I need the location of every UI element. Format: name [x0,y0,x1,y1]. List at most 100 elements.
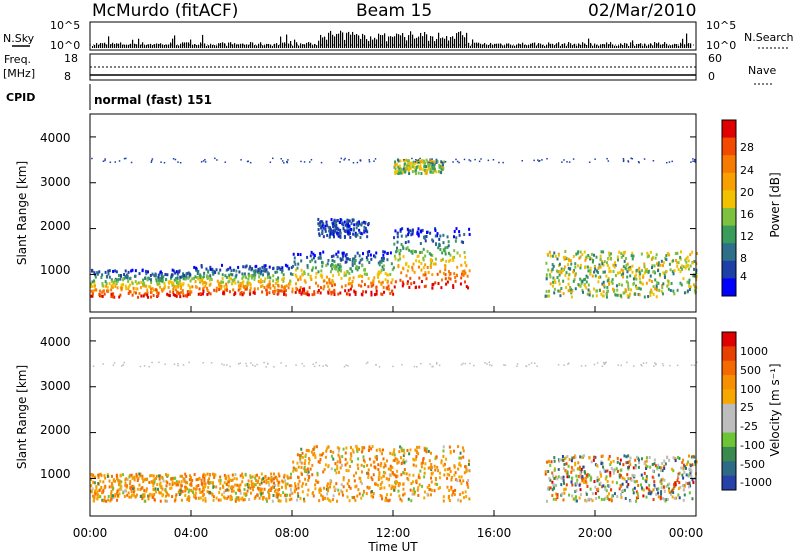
scatter-point [588,255,591,259]
scatter-point [118,492,121,496]
scatter-point [171,495,174,499]
scatter-point [269,161,272,163]
vel-cb-tick-100: 100 [740,383,761,396]
noise-bar [548,42,550,48]
scatter-point [439,471,442,475]
scatter-point [242,265,245,269]
scatter-point [590,257,593,261]
scatter-point [238,488,241,492]
scatter-point [662,261,665,265]
scatter-point [402,448,405,452]
scatter-point [418,445,421,449]
noise-bar [318,40,320,48]
scatter-point [600,292,603,296]
scatter-point [657,473,660,477]
noise-bar [348,31,350,48]
scatter-point [362,290,365,294]
scatter-point [401,245,404,249]
scatter-point [280,270,283,274]
scatter-point [653,483,656,487]
scatter-point [127,491,130,495]
scatter-point [345,273,348,277]
scatter-point [348,464,351,468]
scatter-point [689,253,692,257]
scatter-point [202,160,205,162]
scatter-point [251,364,254,367]
scatter-point [498,161,500,164]
scatter-point [243,498,246,502]
scatter-point [444,468,447,472]
scatter-point [584,498,587,502]
scatter-point [400,449,403,453]
scatter-point [655,295,658,299]
scatter-point [374,465,377,469]
scatter-point [187,293,190,297]
scatter-point [187,283,190,287]
scatter-point [277,472,280,476]
scatter-point [375,292,378,296]
scatter-point [397,172,400,176]
scatter-point [607,278,610,282]
scatter-point [177,362,179,365]
scatter-point [360,482,363,486]
scatter-point [116,279,119,283]
scatter-point [669,492,672,496]
scatter-point [130,473,133,477]
scatter-point [359,236,362,240]
scatter-point [627,454,630,458]
scatter-point [258,496,261,500]
scatter-point [270,487,273,491]
scatter-point [643,158,646,160]
scatter-point [662,485,665,489]
scatter-point [415,172,418,176]
scatter-point [255,264,258,268]
scatter-point [574,455,577,459]
noise-bar [454,38,456,48]
scatter-point [221,263,224,267]
scatter-point [301,490,304,494]
scatter-point [595,496,598,500]
scatter-point [286,474,289,478]
scatter-point [423,467,426,471]
scatter-point [680,264,683,268]
scatter-point [646,267,649,271]
scatter-point [150,474,153,478]
scatter-point [333,485,336,489]
scatter-point [416,488,419,492]
scatter-point [577,467,580,471]
scatter-point [588,293,591,297]
scatter-point [467,462,470,466]
scatter-point [665,269,668,273]
scatter-point [208,481,211,485]
scatter-point [379,486,382,490]
noise-bar [404,37,406,48]
colorbar-swatch [722,446,736,462]
scatter-point [600,474,603,478]
scatter-point [594,274,597,278]
scatter-point [307,293,310,297]
scatter-point [308,475,311,479]
scatter-point [380,260,383,264]
noise-bar [662,44,664,48]
scatter-point [282,273,285,277]
scatter-point [301,484,304,488]
scatter-point [563,257,566,261]
scatter-point [249,474,252,478]
scatter-point [231,478,234,482]
scatter-point [689,285,692,289]
scatter-point [649,290,652,294]
scatter-point [91,284,94,288]
scatter-point [371,478,374,482]
scatter-point [463,158,466,161]
scatter-point [417,227,420,231]
scatter-point [465,495,468,499]
noise-left-tick-bottom: 10^0 [50,39,80,52]
scatter-point [562,279,565,283]
scatter-point [348,278,351,282]
scatter-point [684,465,687,469]
scatter-point [440,459,443,463]
scatter-point [348,159,350,161]
scatter-point [201,490,204,494]
scatter-point [349,267,352,271]
scatter-point [341,455,344,459]
